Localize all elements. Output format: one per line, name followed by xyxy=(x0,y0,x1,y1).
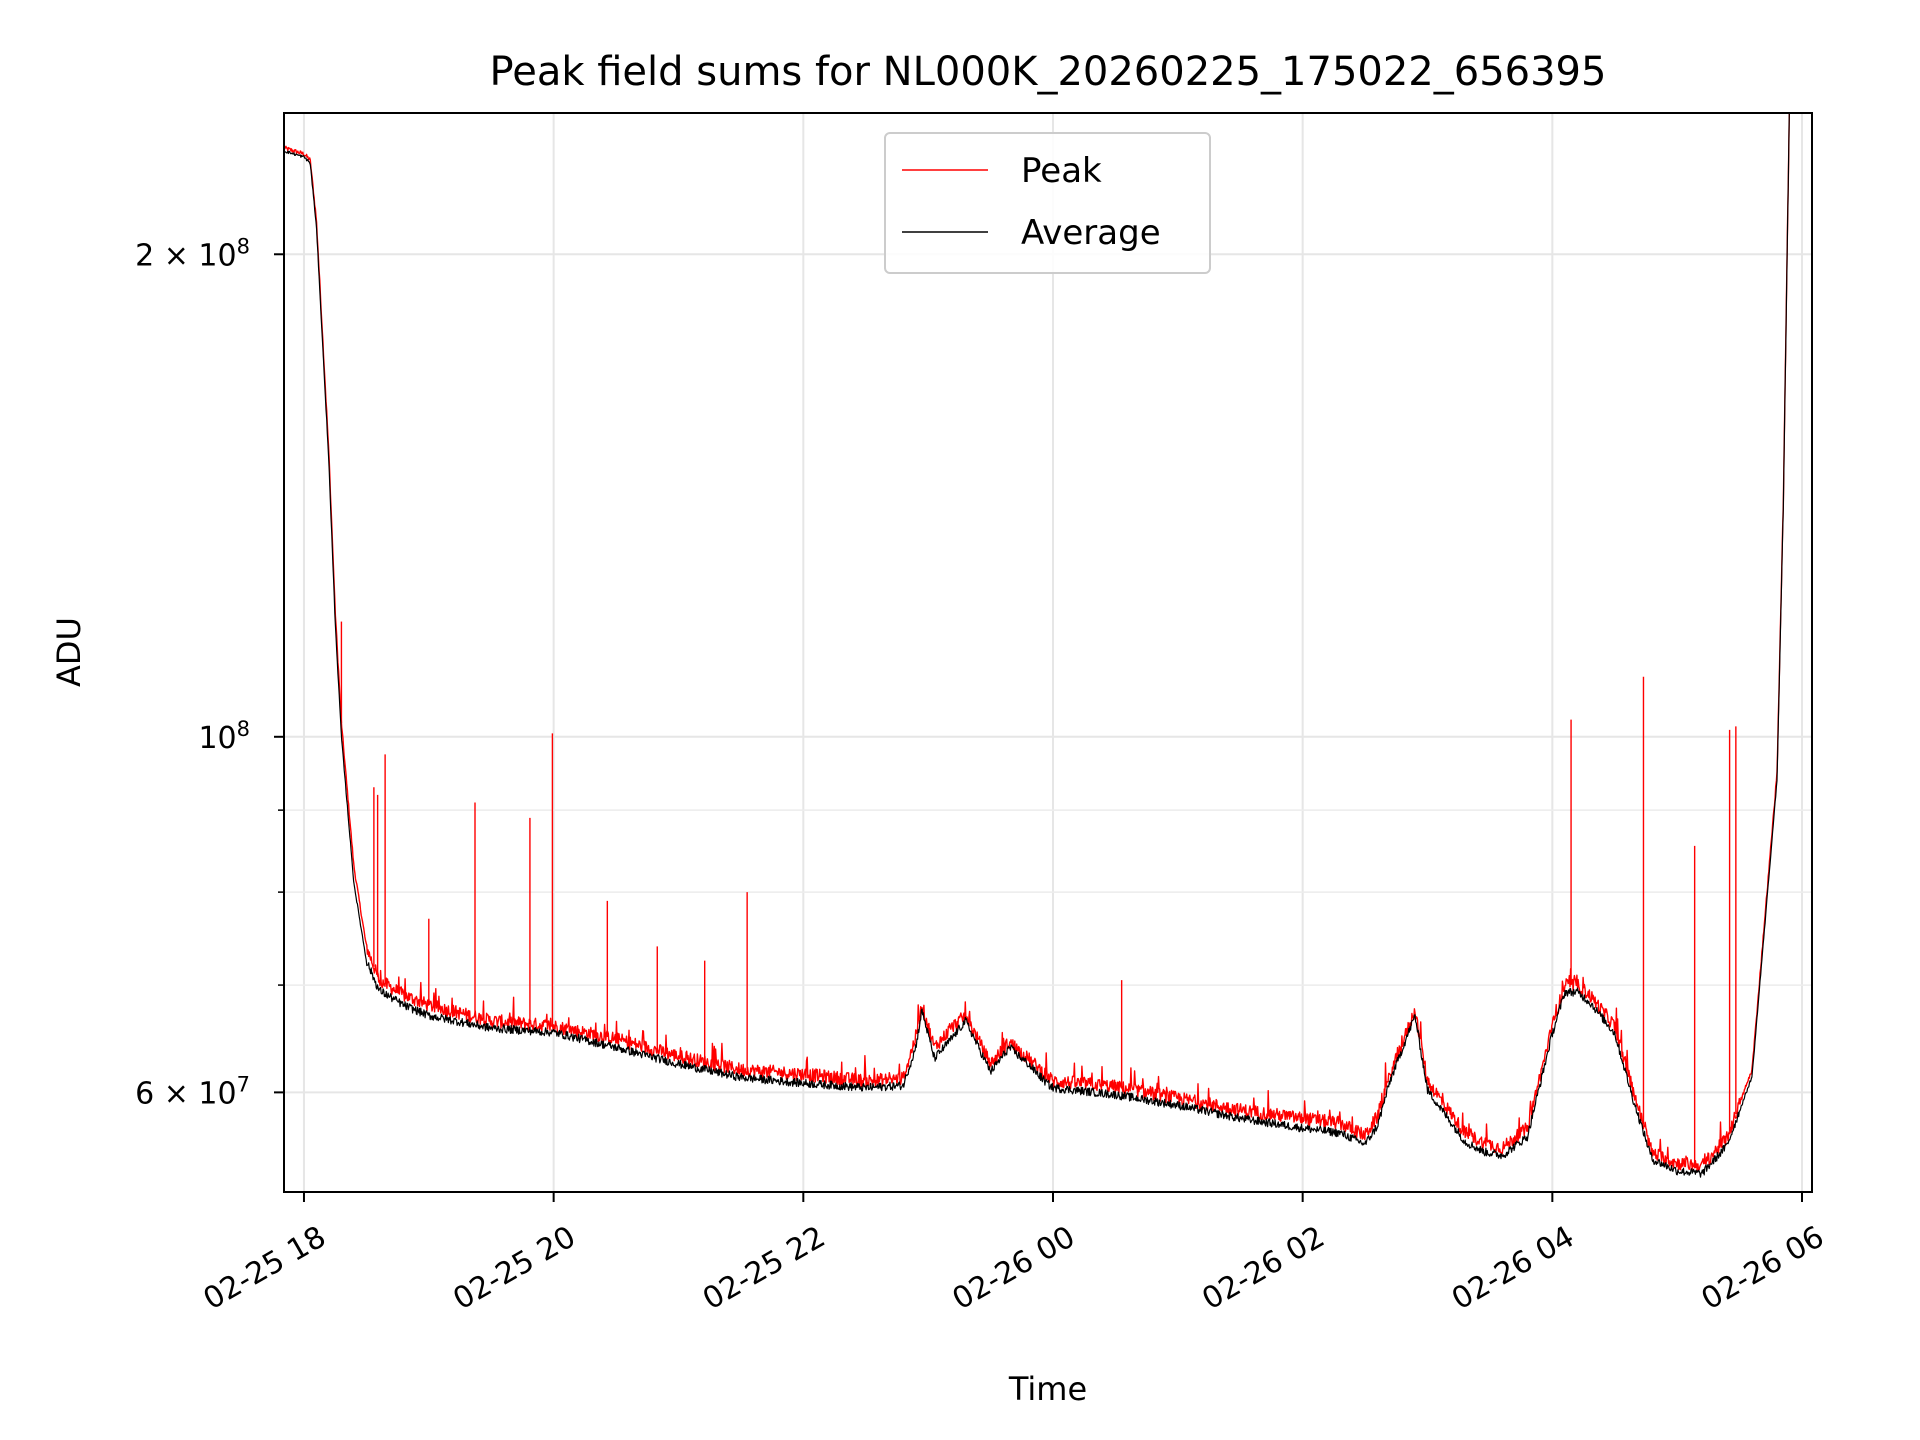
peak-series-line xyxy=(284,113,1790,1173)
average-series-line xyxy=(284,113,1790,1178)
legend-peak-label: Peak xyxy=(1021,151,1102,191)
y-axis: 2 × 108 108 6 × 107 xyxy=(135,234,284,1111)
y-axis-label: ADU xyxy=(50,617,88,687)
chart-title: Peak field sums for NL000K_20260225_1750… xyxy=(490,49,1607,95)
legend-average-label: Average xyxy=(1021,213,1161,253)
y-tick-label: 108 xyxy=(198,717,250,756)
legend: Peak Average xyxy=(884,132,1211,274)
y-tick-label: 2 × 108 xyxy=(135,234,250,273)
series-layer xyxy=(284,113,1790,1178)
plot-frame xyxy=(283,112,1813,1193)
x-axis-label: Time xyxy=(1008,1370,1087,1408)
legend-box xyxy=(884,132,1211,274)
grid xyxy=(284,113,1812,1192)
y-tick-label: 6 × 107 xyxy=(135,1072,250,1111)
